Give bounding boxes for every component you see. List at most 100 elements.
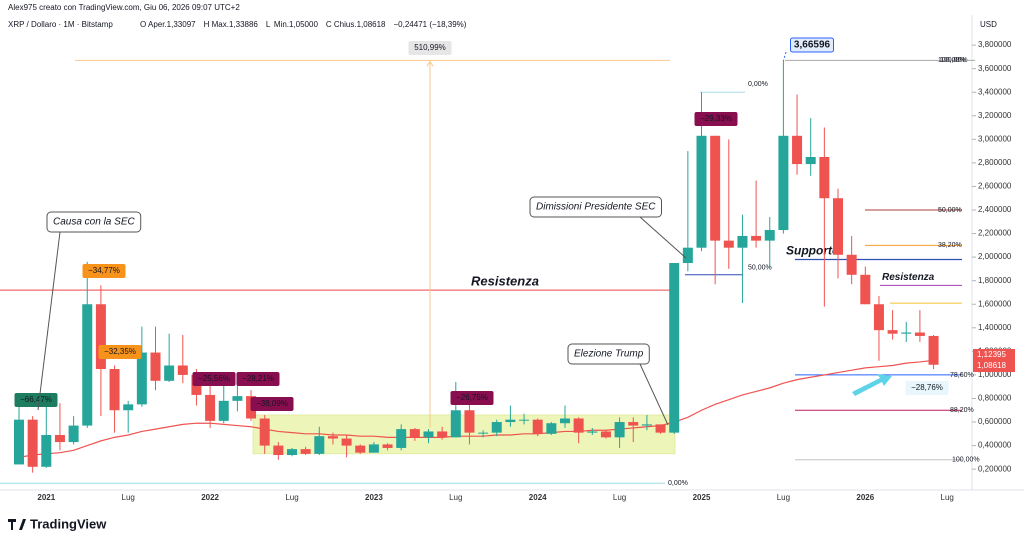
x-tick-label: 2025: [693, 493, 711, 502]
candle-body: [95, 304, 106, 370]
tag-label: −28,21%: [242, 374, 274, 383]
level-label: 100,00%: [938, 57, 966, 64]
brand: TradingView: [30, 516, 107, 531]
callout-pointer: [37, 231, 61, 411]
tag-box: [82, 264, 126, 278]
price-badge: [973, 349, 1015, 361]
level-label: 50,00%: [748, 265, 772, 272]
candle-body: [409, 429, 420, 438]
candle-body: [273, 445, 284, 456]
x-tick-label: Lug: [941, 493, 954, 502]
callout-box: [46, 211, 142, 233]
candle-body: [655, 424, 666, 433]
level-label: 0,00%: [668, 480, 688, 487]
moving-average: [18, 359, 934, 458]
x-tick-label: Lug: [613, 493, 626, 502]
tag-label: −28,76%: [911, 383, 943, 392]
price-badge-label: 1,12395: [977, 350, 1006, 359]
candle-body: [833, 198, 843, 255]
logo: TradingView: [8, 516, 107, 531]
candle-body: [491, 422, 502, 433]
candle-body: [778, 135, 789, 231]
level-label: 50,00%: [938, 207, 962, 214]
candle-body: [751, 235, 762, 241]
candle-body: [792, 135, 803, 165]
candle-body: [136, 352, 147, 405]
legend-value: Max.1,33886: [212, 20, 259, 29]
x-tick-label: 2022: [201, 493, 219, 502]
candle-body: [232, 396, 243, 401]
y-tick-label: 1,400000: [978, 323, 1012, 332]
candle-body: [560, 418, 570, 424]
candle-body: [82, 304, 93, 426]
x-tick-label: 2024: [529, 493, 547, 502]
candle-body: [287, 449, 297, 456]
candle-body: [887, 330, 898, 334]
candle-body: [423, 431, 434, 438]
level-label: 78,60%: [950, 372, 974, 379]
candle-body: [259, 418, 270, 446]
candle-body: [723, 240, 734, 248]
legend-key: H: [204, 20, 210, 29]
y-tick-label: 1,000000: [978, 370, 1012, 379]
candle-body: [682, 247, 693, 264]
candle-body: [177, 365, 188, 375]
tag-label: −29,33%: [700, 114, 732, 123]
candle-body: [123, 404, 134, 411]
logo-mark: [8, 519, 26, 530]
candle-body: [109, 369, 120, 411]
candle-body: [382, 444, 393, 448]
y-tick-label: 2,000000: [978, 252, 1012, 261]
candle-body: [600, 431, 611, 438]
tag-box: [905, 381, 949, 395]
candle-body: [573, 418, 584, 433]
candle-body: [27, 419, 38, 467]
candle-body: [819, 156, 830, 199]
measure-arrow: [426, 60, 434, 67]
y-tick-label: 1,800000: [978, 276, 1012, 285]
tag-label: −38,09%: [256, 399, 288, 408]
tag-box: [790, 37, 834, 53]
tag-box: [14, 393, 58, 407]
tag-label: 510,99%: [414, 43, 446, 52]
candle-body: [464, 410, 475, 433]
candle-body: [355, 445, 366, 453]
y-tick-label: 2,400000: [978, 205, 1012, 214]
price-badge-label: 1,08618: [977, 361, 1006, 370]
callout-box: [529, 196, 662, 218]
legend-value: Min.1,05000: [274, 20, 319, 29]
candle-body: [901, 332, 912, 334]
candle-body: [505, 419, 516, 423]
tag-box: [192, 372, 236, 386]
callout-box: [567, 343, 650, 365]
header: Alex975 creato con TradingView.com, Giu …: [8, 3, 240, 12]
legend-change: −0,24471 (−18,39%): [394, 20, 467, 29]
candle-body: [437, 431, 448, 438]
callout-text: Causa con la SEC: [53, 217, 135, 228]
candle-body: [164, 365, 175, 381]
y-tick-label: 0,800000: [978, 394, 1012, 403]
candle-body: [478, 432, 489, 434]
candle-body: [54, 434, 65, 443]
candle-body: [368, 444, 379, 453]
level-label: 0,00%: [748, 81, 768, 88]
x-tick-label: 2023: [365, 493, 383, 502]
candle-body: [737, 235, 748, 248]
candle-body: [450, 410, 461, 438]
level-label: Resistenza: [882, 272, 935, 283]
high-pointer: [782, 51, 787, 62]
callout-pointer: [639, 216, 687, 259]
candle-body: [14, 419, 24, 465]
y-tick-label: 2,200000: [978, 229, 1012, 238]
tag-box: [694, 112, 738, 126]
candle-body: [546, 423, 557, 434]
candle-body: [805, 156, 816, 165]
candle-body: [641, 424, 652, 426]
candle-body: [628, 422, 639, 426]
level-label: Supporto: [786, 244, 839, 258]
y-tick-label: 2,800000: [978, 158, 1012, 167]
candle-body: [914, 332, 925, 336]
candle-body: [327, 436, 338, 439]
